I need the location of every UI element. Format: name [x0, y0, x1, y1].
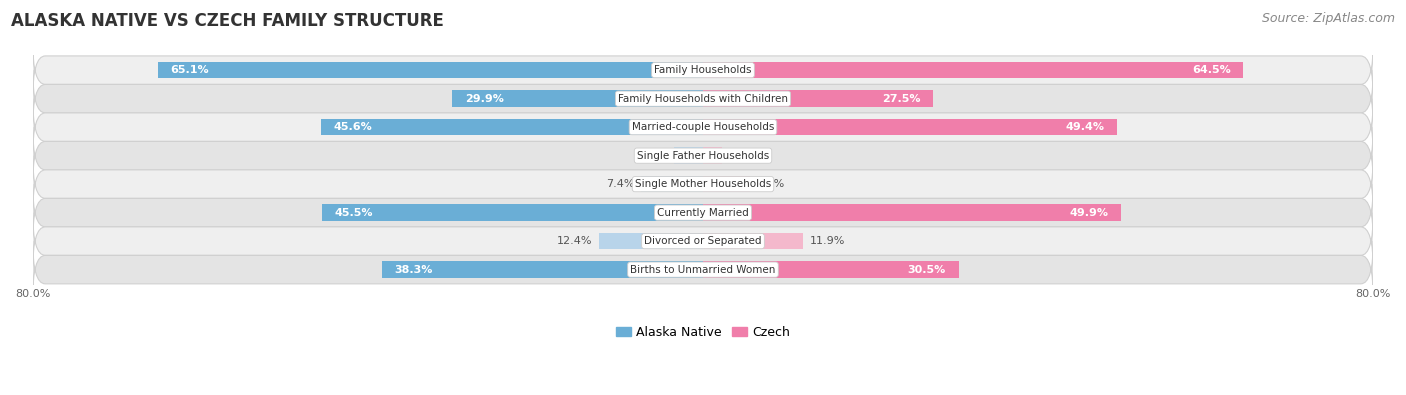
Text: 5.6%: 5.6%: [756, 179, 785, 189]
Text: 30.5%: 30.5%: [908, 265, 946, 275]
Text: 11.9%: 11.9%: [810, 236, 845, 246]
Text: 3.5%: 3.5%: [638, 150, 666, 161]
Bar: [641, 176, 703, 192]
Text: Married-couple Households: Married-couple Households: [631, 122, 775, 132]
Text: ALASKA NATIVE VS CZECH FAMILY STRUCTURE: ALASKA NATIVE VS CZECH FAMILY STRUCTURE: [11, 12, 444, 30]
Bar: [673, 147, 703, 164]
Bar: [703, 119, 1116, 135]
Bar: [382, 261, 703, 278]
Text: Divorced or Separated: Divorced or Separated: [644, 236, 762, 246]
Text: 38.3%: 38.3%: [395, 265, 433, 275]
Bar: [599, 233, 703, 249]
Text: Births to Unmarried Women: Births to Unmarried Women: [630, 265, 776, 275]
Bar: [322, 204, 703, 221]
Text: 45.6%: 45.6%: [333, 122, 373, 132]
Text: 49.9%: 49.9%: [1070, 208, 1108, 218]
FancyBboxPatch shape: [32, 127, 1374, 184]
FancyBboxPatch shape: [32, 99, 1374, 156]
Bar: [703, 176, 749, 192]
Text: Family Households: Family Households: [654, 65, 752, 75]
Bar: [703, 204, 1121, 221]
Text: Currently Married: Currently Married: [657, 208, 749, 218]
Bar: [703, 147, 723, 164]
Text: 7.4%: 7.4%: [606, 179, 634, 189]
FancyBboxPatch shape: [32, 213, 1374, 270]
FancyBboxPatch shape: [32, 156, 1374, 213]
FancyBboxPatch shape: [32, 241, 1374, 298]
Text: 65.1%: 65.1%: [170, 65, 208, 75]
Text: 27.5%: 27.5%: [883, 94, 921, 103]
Bar: [703, 90, 934, 107]
Text: 2.3%: 2.3%: [728, 150, 758, 161]
Text: Single Mother Households: Single Mother Households: [636, 179, 770, 189]
Text: Family Households with Children: Family Households with Children: [619, 94, 787, 103]
Text: 12.4%: 12.4%: [557, 236, 592, 246]
FancyBboxPatch shape: [32, 184, 1374, 241]
Bar: [703, 261, 959, 278]
Text: 45.5%: 45.5%: [335, 208, 373, 218]
Bar: [703, 62, 1243, 79]
Text: 29.9%: 29.9%: [465, 94, 503, 103]
FancyBboxPatch shape: [32, 42, 1374, 99]
Bar: [703, 233, 803, 249]
Text: 49.4%: 49.4%: [1066, 122, 1104, 132]
FancyBboxPatch shape: [32, 70, 1374, 127]
Text: Single Father Households: Single Father Households: [637, 150, 769, 161]
Text: 64.5%: 64.5%: [1192, 65, 1230, 75]
Bar: [321, 119, 703, 135]
Text: Source: ZipAtlas.com: Source: ZipAtlas.com: [1261, 12, 1395, 25]
Bar: [157, 62, 703, 79]
Bar: [453, 90, 703, 107]
Legend: Alaska Native, Czech: Alaska Native, Czech: [612, 321, 794, 344]
